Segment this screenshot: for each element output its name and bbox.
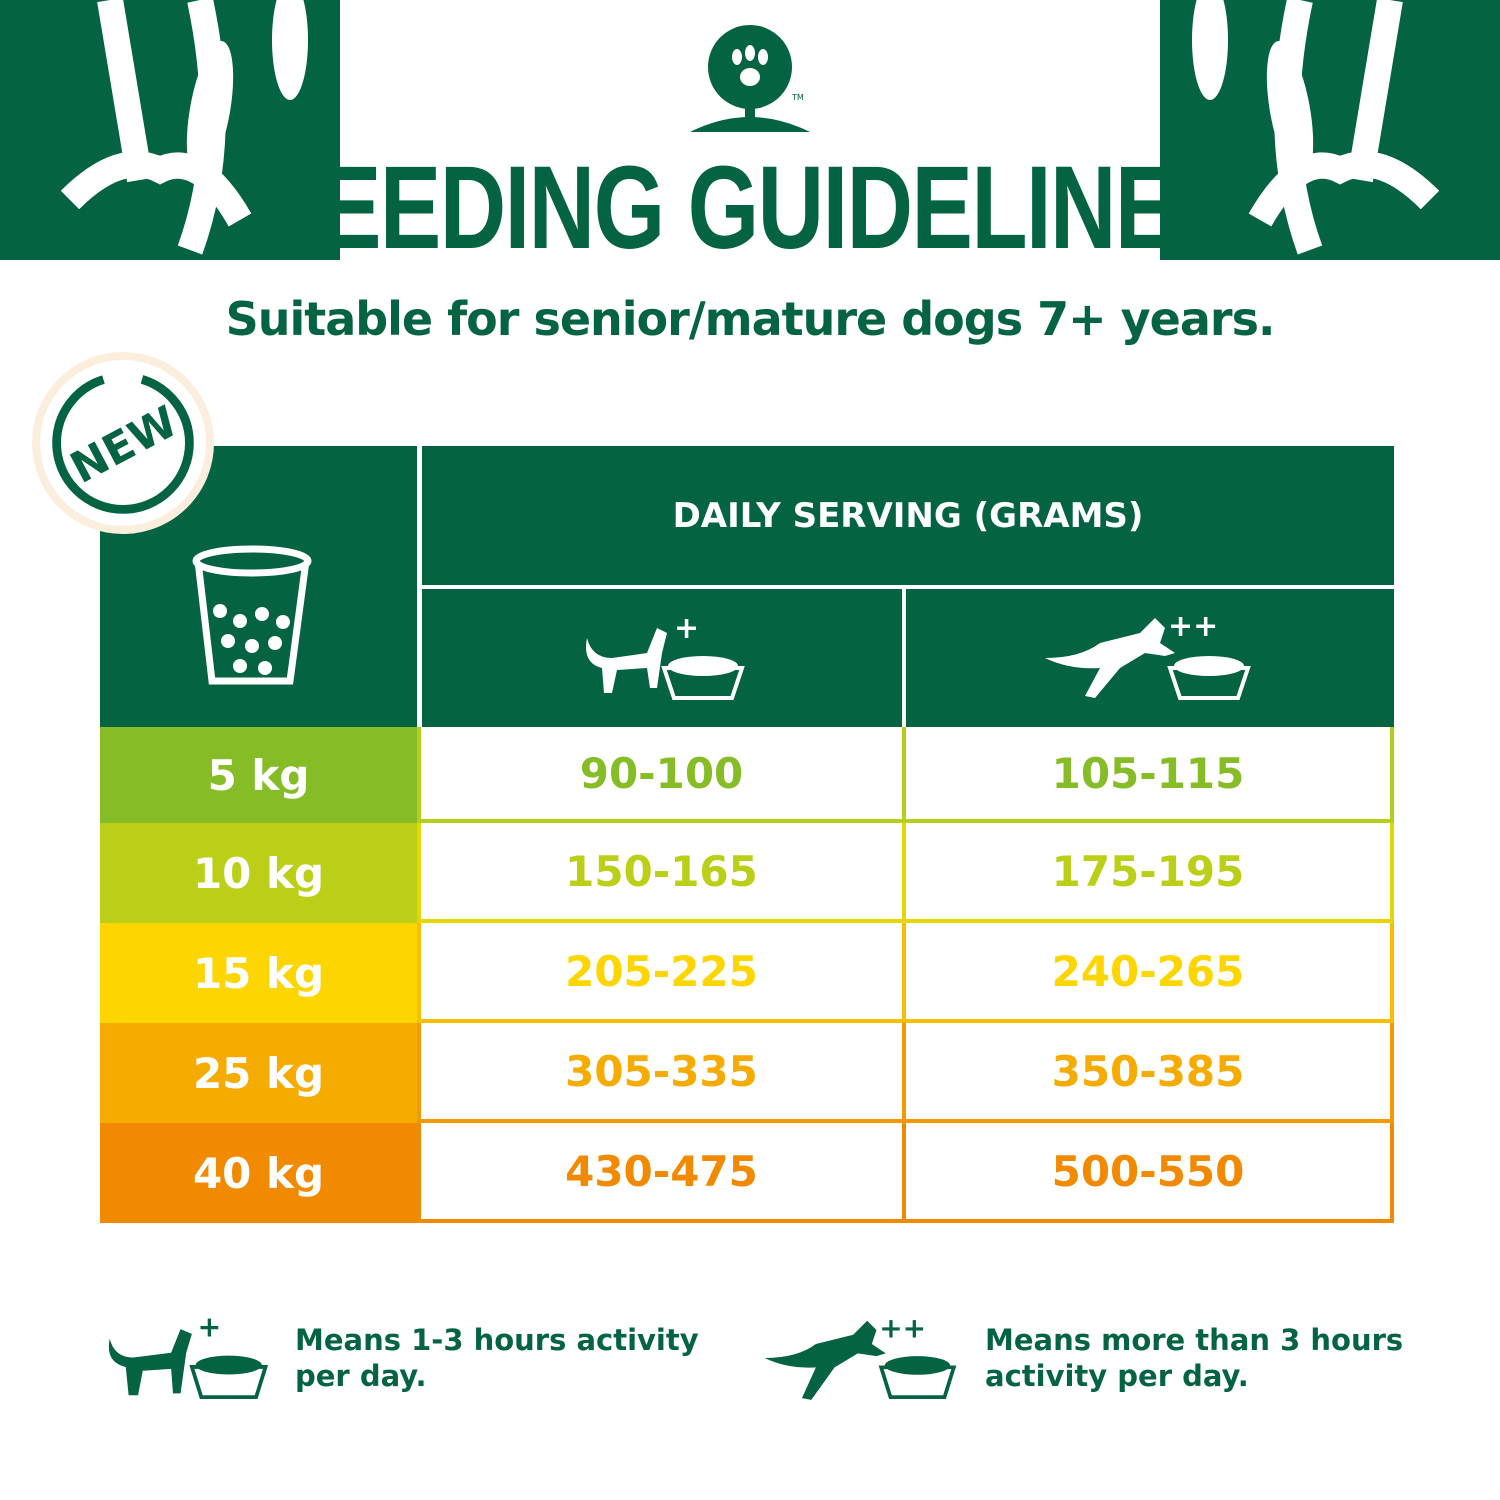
table-row: 40 kg 430-475 500-550 bbox=[100, 1123, 1394, 1223]
moderate-serving-cell: 430-475 bbox=[417, 1123, 906, 1223]
table-row: 5 kg 90-100 105-115 bbox=[100, 727, 1394, 823]
dog-sitting-bowl-icon: + bbox=[586, 611, 745, 700]
svg-text:+: + bbox=[198, 1311, 222, 1344]
svg-text:++: ++ bbox=[879, 1312, 926, 1345]
weight-cell: 5 kg bbox=[100, 727, 417, 823]
trademark: TM bbox=[791, 93, 804, 102]
svg-text:NEW: NEW bbox=[63, 397, 186, 494]
active-serving-cell: 105-115 bbox=[902, 727, 1394, 823]
weight-cell: 25 kg bbox=[100, 1023, 417, 1123]
moderate-serving-cell: 90-100 bbox=[417, 727, 906, 823]
feeding-table: DAILY SERVING (GRAMS) + ++ 5 kg 90-100 1… bbox=[100, 446, 1394, 1223]
active-serving-cell: 175-195 bbox=[902, 823, 1394, 923]
legend-high-text: Means more than 3 hours activity per day… bbox=[985, 1323, 1404, 1393]
table-row: 10 kg 150-165 175-195 bbox=[100, 823, 1394, 923]
column-moderate-activity: + bbox=[422, 589, 902, 727]
table-row: 15 kg 205-225 240-265 bbox=[100, 923, 1394, 1023]
weight-cell: 10 kg bbox=[100, 823, 417, 923]
dog-jumping-bowl-icon: ++ bbox=[764, 1312, 957, 1400]
page-subtitle: Suitable for senior/mature dogs 7+ years… bbox=[225, 292, 1276, 346]
active-serving-cell: 240-265 bbox=[902, 923, 1394, 1023]
food-cup-icon bbox=[192, 545, 312, 685]
weight-cell: 15 kg bbox=[100, 923, 417, 1023]
dog-jumping-bowl-icon: ++ bbox=[1045, 609, 1251, 700]
weight-cell: 40 kg bbox=[100, 1123, 417, 1223]
moderate-serving-cell: 205-225 bbox=[417, 923, 906, 1023]
column-high-activity: ++ bbox=[906, 589, 1394, 727]
svg-text:++: ++ bbox=[1168, 609, 1218, 644]
dog-sitting-bowl-icon: + bbox=[108, 1311, 269, 1400]
leaf-banner-right bbox=[1160, 0, 1500, 260]
moderate-serving-cell: 305-335 bbox=[417, 1023, 906, 1123]
legend-moderate-text: Means 1-3 hours activity per day. bbox=[295, 1322, 699, 1393]
legend-high: ++ Means more than 3 hours activity per … bbox=[760, 1308, 1405, 1408]
leaf-banner-left bbox=[0, 0, 340, 260]
daily-serving-header: DAILY SERVING (GRAMS) bbox=[422, 446, 1394, 585]
active-serving-cell: 350-385 bbox=[902, 1023, 1394, 1123]
moderate-serving-cell: 150-165 bbox=[417, 823, 906, 923]
legend-moderate: + Means 1-3 hours activity per day. bbox=[105, 1310, 715, 1405]
page-title: FEEDING GUIDELINES bbox=[265, 142, 1236, 274]
table-row: 25 kg 305-335 350-385 bbox=[100, 1023, 1394, 1123]
svg-text:+: + bbox=[674, 611, 699, 646]
brand-tree-logo: TM bbox=[680, 22, 820, 137]
active-serving-cell: 500-550 bbox=[902, 1123, 1394, 1223]
new-badge: NEW bbox=[32, 352, 214, 534]
